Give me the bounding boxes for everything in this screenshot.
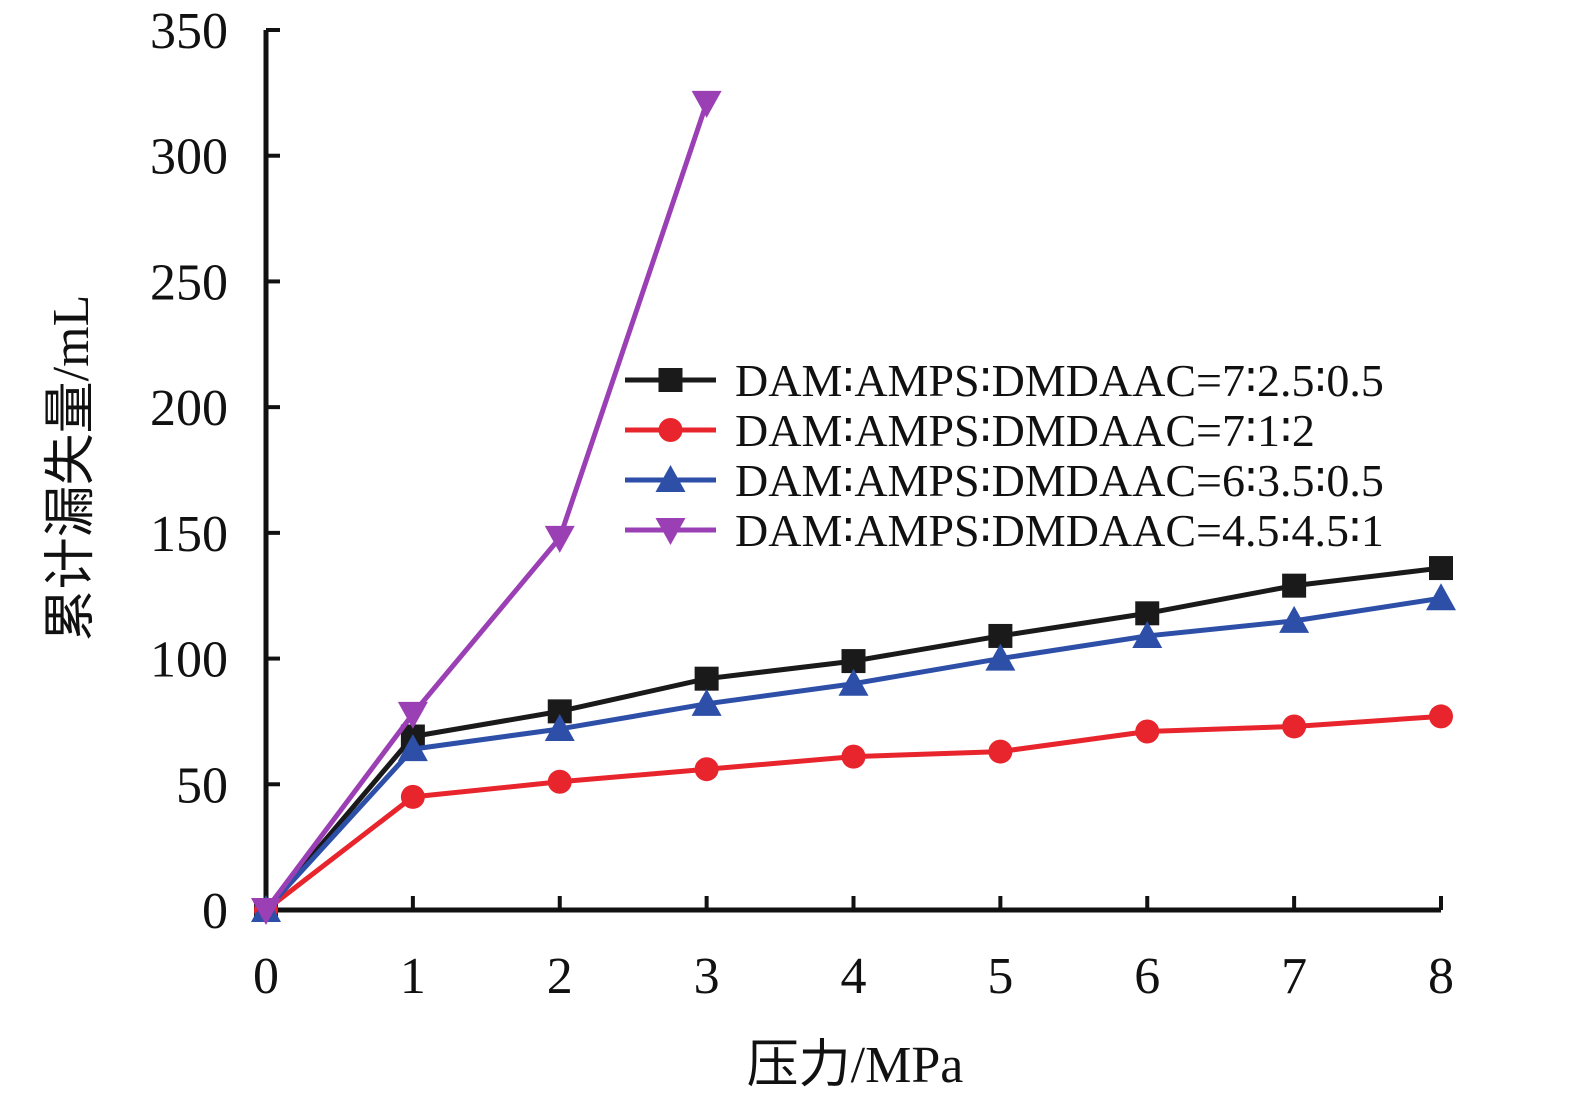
series-3 bbox=[251, 583, 1456, 922]
series-1 bbox=[254, 556, 1453, 922]
legend-item: DAM∶AMPS∶DMDAAC=7∶2.5∶0.5 bbox=[625, 355, 1384, 406]
data-point bbox=[1282, 714, 1307, 739]
x-tick-label: 6 bbox=[1134, 948, 1160, 1005]
data-point bbox=[985, 643, 1016, 671]
data-point bbox=[694, 757, 719, 782]
x-tick-label: 8 bbox=[1428, 948, 1454, 1005]
data-point bbox=[841, 744, 866, 769]
legend-label: DAM∶AMPS∶DMDAAC=7∶2.5∶0.5 bbox=[735, 355, 1384, 406]
y-axis-title: 累计漏失量/mL bbox=[43, 295, 100, 642]
y-axis-ticks: 0 50 100 150 200 250 300 350 bbox=[150, 3, 280, 940]
data-point bbox=[544, 713, 575, 741]
x-tick-label: 2 bbox=[547, 948, 573, 1005]
data-point bbox=[1132, 620, 1163, 648]
series-line bbox=[264, 565, 1442, 912]
y-tick-label: 50 bbox=[176, 757, 228, 814]
y-tick-label: 200 bbox=[150, 380, 228, 437]
series-4 bbox=[251, 90, 722, 925]
data-point bbox=[400, 784, 425, 809]
legend-label: DAM∶AMPS∶DMDAAC=4.5∶4.5∶1 bbox=[735, 505, 1384, 556]
y-tick-label: 350 bbox=[150, 3, 228, 60]
y-tick-label: 0 bbox=[202, 883, 228, 940]
y-tick-label: 300 bbox=[150, 129, 228, 186]
legend-marker bbox=[655, 518, 686, 545]
x-tick-label: 4 bbox=[841, 948, 867, 1005]
data-point bbox=[1429, 704, 1453, 729]
data-point bbox=[1135, 719, 1160, 744]
x-tick-label: 5 bbox=[987, 948, 1013, 1005]
y-tick-label: 250 bbox=[150, 254, 228, 311]
legend-marker bbox=[658, 418, 683, 442]
data-point bbox=[691, 90, 722, 118]
data-point bbox=[988, 739, 1013, 764]
legend-item: DAM∶AMPS∶DMDAAC=7∶1∶2 bbox=[625, 405, 1315, 456]
data-point bbox=[1279, 605, 1310, 633]
x-tick-label: 1 bbox=[400, 948, 426, 1005]
data-point bbox=[397, 734, 428, 762]
legend-label: DAM∶AMPS∶DMDAAC=7∶1∶2 bbox=[735, 405, 1315, 456]
data-point bbox=[1282, 573, 1307, 598]
x-tick-label: 0 bbox=[253, 948, 279, 1005]
legend-marker bbox=[658, 368, 683, 392]
data-point bbox=[251, 898, 281, 925]
series-line bbox=[263, 102, 709, 912]
series-group bbox=[251, 90, 1456, 925]
legend: DAM∶AMPS∶DMDAAC=7∶2.5∶0.5DAM∶AMPS∶DMDAAC… bbox=[625, 355, 1384, 556]
x-tick-label: 7 bbox=[1281, 948, 1307, 1005]
data-point bbox=[544, 525, 575, 553]
series-2 bbox=[254, 704, 1453, 922]
data-point bbox=[397, 701, 428, 729]
data-point bbox=[547, 769, 572, 794]
legend-label: DAM∶AMPS∶DMDAAC=6∶3.5∶0.5 bbox=[735, 455, 1384, 506]
data-point bbox=[838, 668, 869, 696]
data-point bbox=[1426, 583, 1456, 611]
data-point bbox=[691, 688, 722, 716]
x-axis-ticks: 0 1 2 3 4 5 6 7 8 bbox=[253, 896, 1454, 1005]
x-axis-title: 压力/MPa bbox=[747, 1037, 964, 1094]
legend-item: DAM∶AMPS∶DMDAAC=6∶3.5∶0.5 bbox=[625, 455, 1384, 506]
y-tick-label: 150 bbox=[150, 506, 228, 563]
x-tick-label: 3 bbox=[694, 948, 720, 1005]
legend-marker bbox=[655, 465, 686, 492]
y-tick-label: 100 bbox=[150, 632, 228, 689]
data-point bbox=[1429, 556, 1453, 581]
data-point bbox=[694, 666, 719, 691]
legend-item: DAM∶AMPS∶DMDAAC=4.5∶4.5∶1 bbox=[625, 505, 1384, 556]
